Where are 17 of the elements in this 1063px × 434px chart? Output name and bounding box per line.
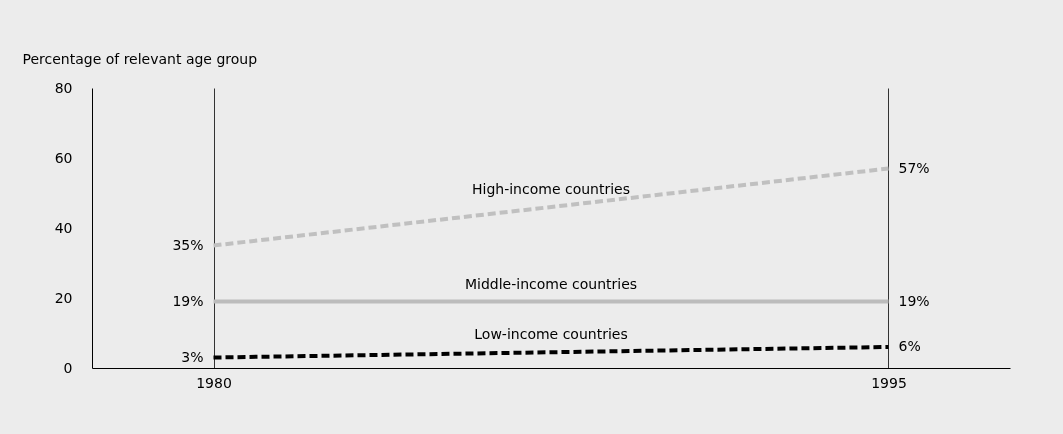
data-label: 19%	[172, 292, 204, 309]
series-label: Low-income countries	[474, 326, 628, 343]
y-tick-label: 20	[54, 289, 73, 306]
y-tick-label: 40	[54, 219, 73, 236]
y-axis-title: Percentage of relevant age group	[22, 50, 258, 67]
x-tick-label: 1980	[196, 374, 232, 391]
data-label: 19%	[898, 292, 930, 309]
series-label: High-income countries	[471, 181, 631, 197]
y-tick-label: 0	[63, 359, 73, 376]
data-label: 35%	[172, 236, 204, 253]
y-tick-label: 60	[54, 149, 73, 166]
data-label: 6%	[898, 338, 921, 354]
data-label: 3%	[181, 348, 204, 365]
x-tick-label: 1995	[871, 374, 907, 391]
series-label: Middle-income countries	[464, 275, 638, 292]
y-tick-label: 80	[54, 79, 73, 96]
data-label: 57%	[898, 159, 930, 176]
